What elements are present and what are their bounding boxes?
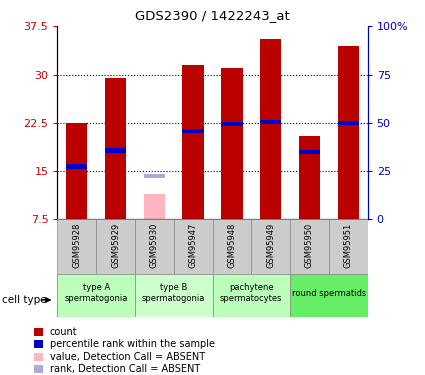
Bar [66, 164, 88, 169]
Bar [290, 274, 368, 317]
Text: GSM95948: GSM95948 [227, 223, 236, 268]
Text: GDS2390 / 1422243_at: GDS2390 / 1422243_at [135, 9, 290, 22]
Text: percentile rank within the sample: percentile rank within the sample [50, 339, 215, 349]
Bar [174, 219, 212, 274]
Text: type A
spermatogonia: type A spermatogonia [65, 284, 128, 303]
Text: rank, Detection Call = ABSENT: rank, Detection Call = ABSENT [50, 364, 200, 374]
Bar [66, 123, 88, 219]
Text: GSM95950: GSM95950 [305, 223, 314, 268]
Bar [34, 328, 43, 336]
Text: round spermatids: round spermatids [292, 289, 366, 298]
Bar [182, 129, 204, 134]
Text: value, Detection Call = ABSENT: value, Detection Call = ABSENT [50, 352, 205, 362]
Bar [221, 68, 243, 219]
Bar [34, 340, 43, 348]
Bar [337, 46, 359, 219]
Text: GSM95930: GSM95930 [150, 223, 159, 268]
Bar [221, 122, 243, 126]
Bar [337, 120, 359, 125]
Bar [329, 219, 368, 274]
Text: type B
spermatogonia: type B spermatogonia [142, 284, 205, 303]
Bar [144, 194, 165, 219]
Text: GSM95928: GSM95928 [72, 223, 81, 268]
Bar [57, 219, 96, 274]
Bar [251, 219, 290, 274]
Bar [96, 219, 135, 274]
Text: cell type: cell type [2, 295, 47, 305]
Text: GSM95949: GSM95949 [266, 223, 275, 268]
Bar [260, 120, 281, 124]
Bar [135, 219, 174, 274]
Text: pachytene
spermatocytes: pachytene spermatocytes [220, 284, 283, 303]
Bar [34, 352, 43, 361]
Text: GSM95947: GSM95947 [189, 223, 198, 268]
Bar [290, 219, 329, 274]
Bar [299, 150, 320, 154]
Bar [299, 136, 320, 219]
Bar [34, 365, 43, 373]
Bar [105, 148, 126, 153]
Bar [135, 274, 212, 317]
Bar [212, 274, 290, 317]
Bar [212, 219, 251, 274]
Bar [260, 39, 281, 219]
Bar [105, 78, 126, 219]
Bar [57, 274, 135, 317]
Text: GSM95951: GSM95951 [344, 223, 353, 268]
Text: count: count [50, 327, 77, 337]
Bar [182, 65, 204, 219]
Text: GSM95929: GSM95929 [111, 223, 120, 268]
Bar [144, 174, 165, 178]
